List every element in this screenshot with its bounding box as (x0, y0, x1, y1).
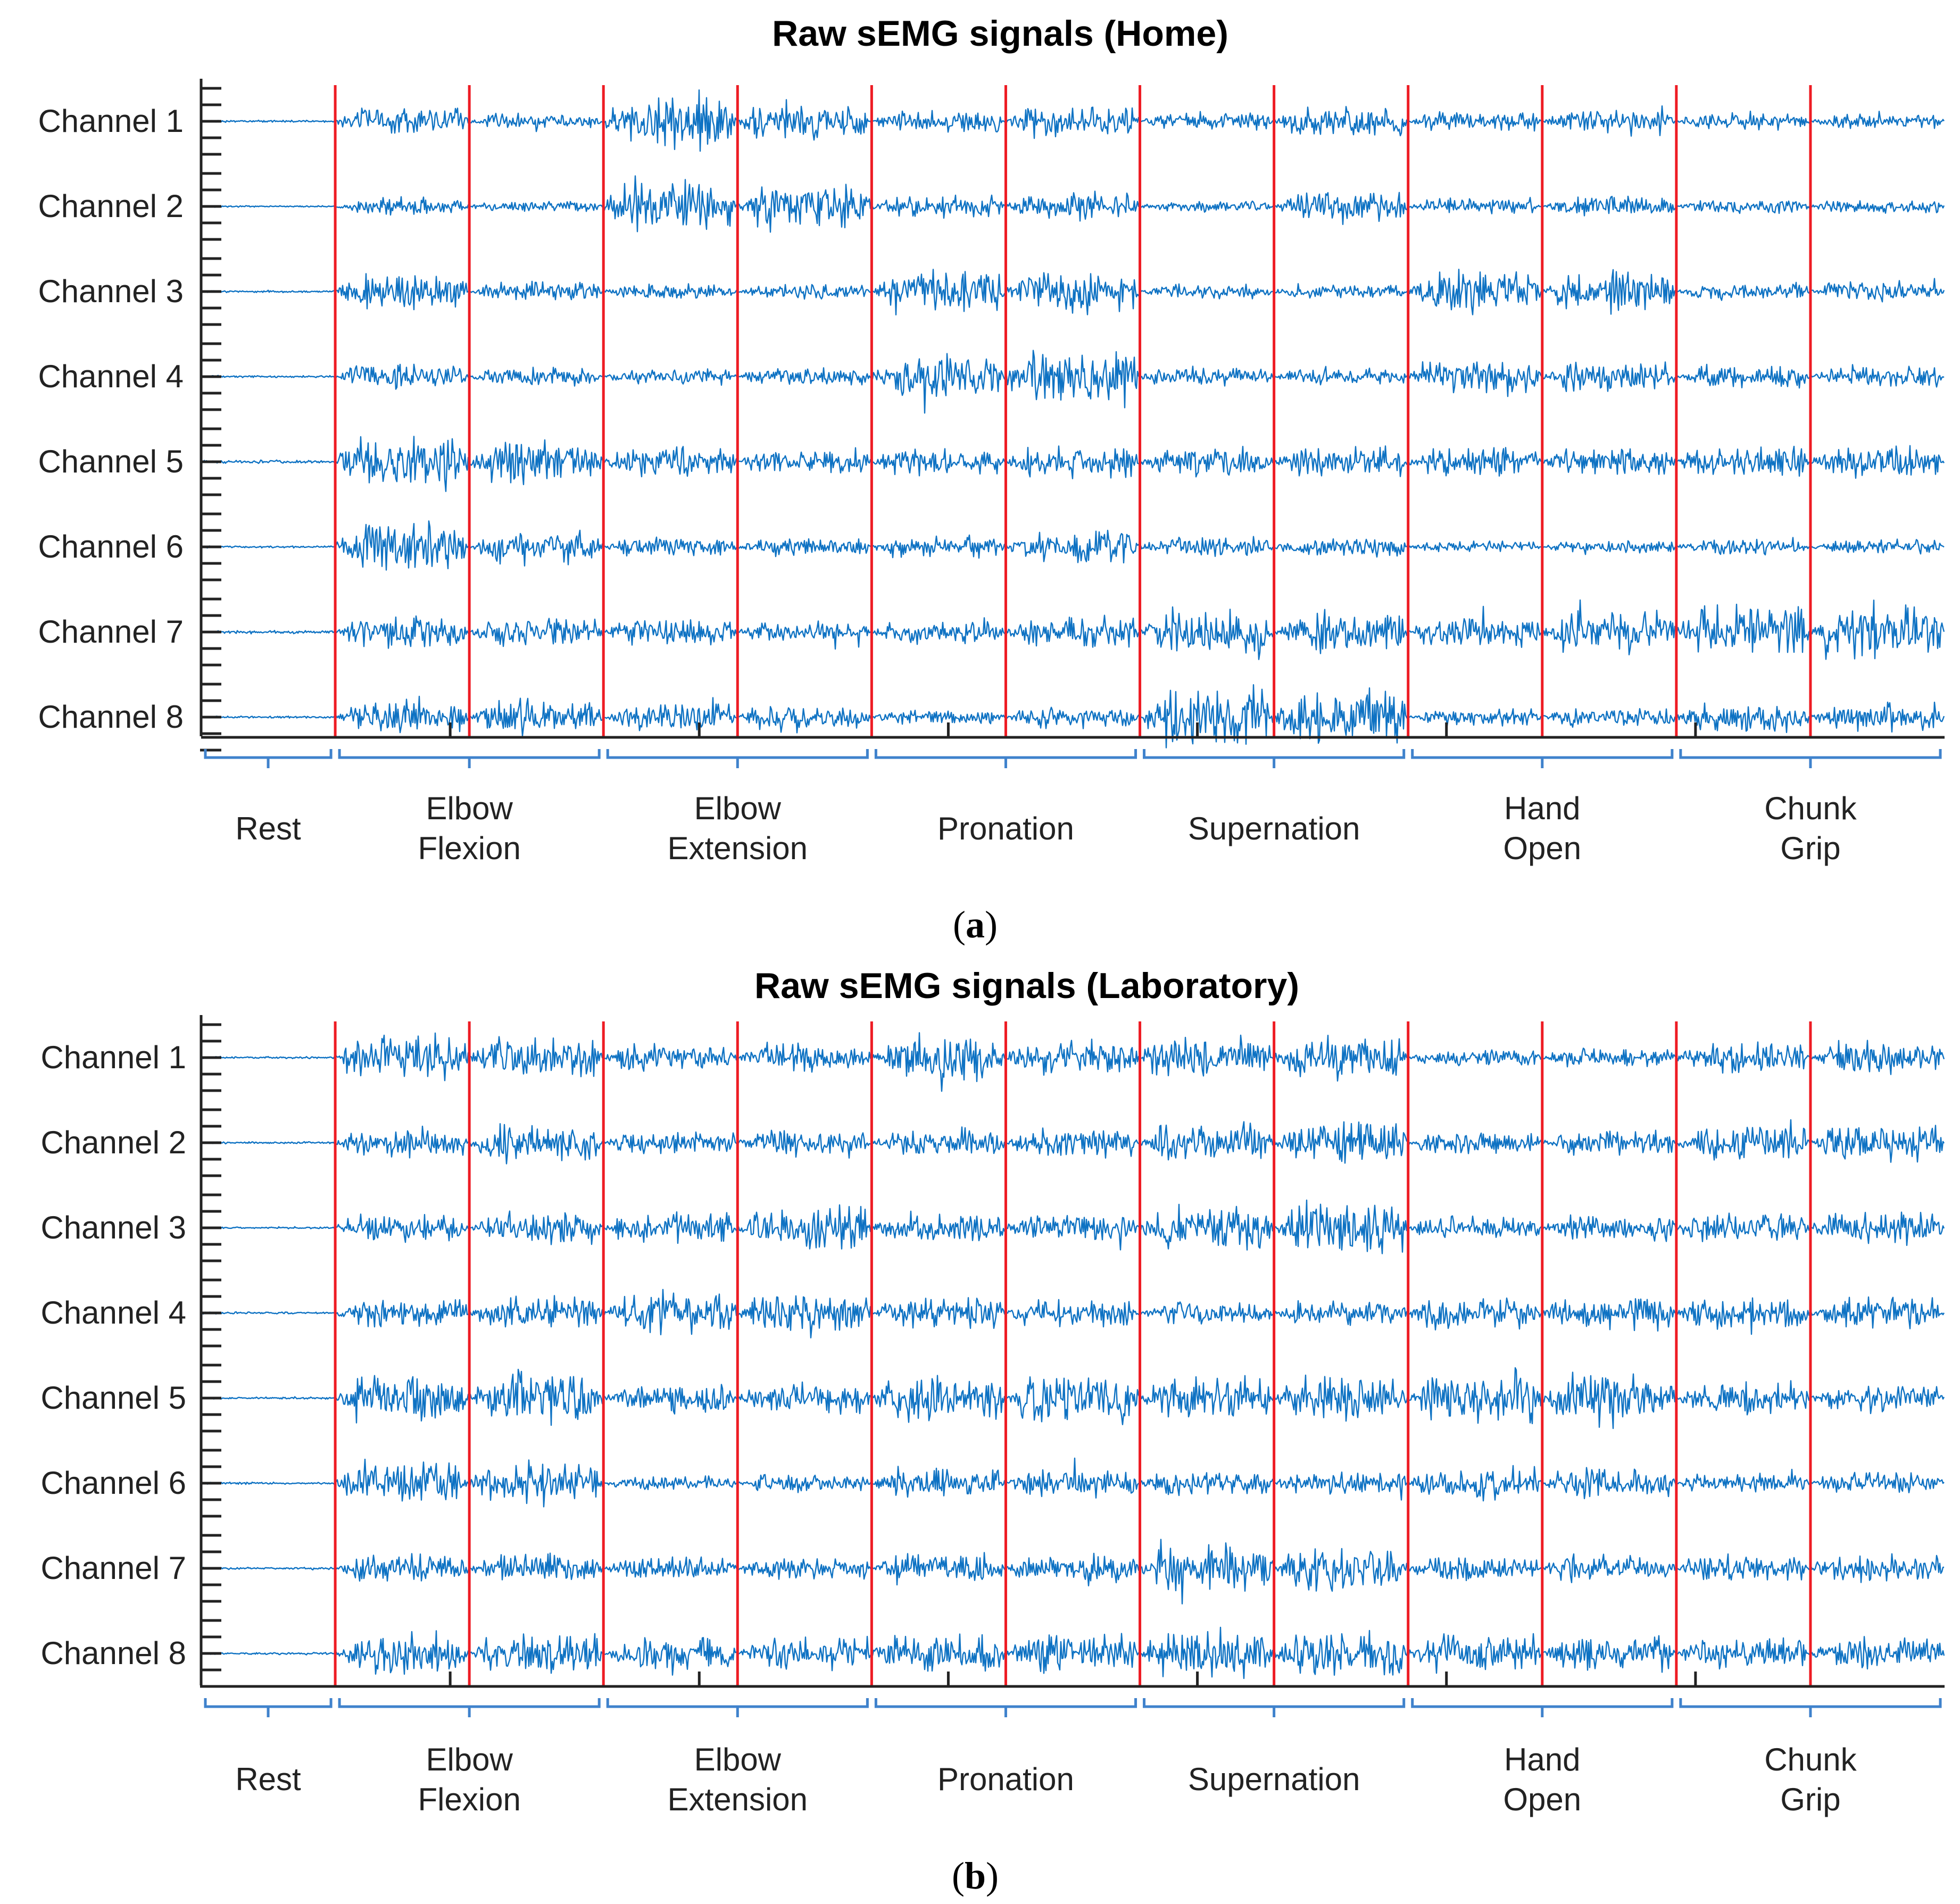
segment-label: Grip (1780, 1782, 1840, 1817)
segment-brace (204, 749, 333, 768)
channel-label: Channel 8 (40, 1635, 186, 1671)
segment-label: Supernation (1188, 811, 1360, 846)
segment-label: Elbow (426, 1742, 513, 1777)
segment-label: Open (1503, 1782, 1581, 1817)
segment-brace (606, 749, 869, 768)
signal-trace (202, 599, 1945, 660)
signal-trace (202, 269, 1945, 315)
segment-label: Rest (235, 811, 301, 846)
signal-trace (202, 436, 1945, 492)
segment-label: Flexion (418, 830, 520, 866)
segment-braces (204, 749, 1942, 768)
channel-label: Channel 1 (40, 1040, 186, 1075)
channel-label: Channel 5 (38, 444, 184, 479)
segment-labels: Rest Elbow Flexion Elbow Extension Pronation S… (235, 1742, 1857, 1817)
trial-dividers (334, 1021, 1812, 1685)
channel-label: Channel 3 (40, 1210, 186, 1245)
signal-trace (202, 1457, 1945, 1508)
channel-label: Channel 2 (38, 188, 184, 224)
channel-labels: Channel 1 Channel 2 Channel 3 Channel 4 Chan… (40, 1040, 186, 1671)
segment-label: Chunk (1764, 1742, 1857, 1777)
signal-trace (202, 175, 1945, 233)
signal-trace (202, 350, 1945, 414)
segment-labels: Rest Elbow Flexion Elbow Extension Pronation S… (235, 791, 1857, 866)
channel-label: Channel 7 (40, 1550, 186, 1586)
segment-label: Grip (1780, 830, 1840, 866)
channel-labels: Channel 1 Channel 2 Channel 3 Channel 4 Chan… (38, 103, 184, 735)
channel-label: Channel 8 (38, 699, 184, 735)
segment-label: Open (1503, 830, 1581, 866)
segment-brace (606, 1698, 869, 1717)
panel-caption: (b) (952, 1855, 999, 1897)
segment-label: Pronation (937, 811, 1074, 846)
channel-label: Channel 4 (38, 359, 184, 394)
signal-trace (202, 1032, 1945, 1092)
channel-label: Channel 6 (40, 1465, 186, 1501)
signal-traces (202, 89, 1945, 749)
segment-label: Hand (1504, 791, 1580, 826)
signal-trace (202, 520, 1945, 571)
segment-label: Extension (668, 1782, 808, 1817)
signal-trace (202, 1199, 1945, 1254)
segment-label: Elbow (694, 1742, 782, 1777)
segment-brace (1411, 749, 1674, 768)
channel-label: Channel 7 (38, 614, 184, 650)
segment-label: Flexion (418, 1782, 520, 1817)
signal-trace (202, 1119, 1945, 1165)
segment-brace (874, 749, 1137, 768)
signal-trace (202, 684, 1945, 749)
segment-brace (338, 1698, 601, 1717)
segment-brace (1679, 1698, 1942, 1717)
segment-label: Supernation (1188, 1761, 1360, 1797)
segment-label: Elbow (426, 791, 513, 826)
panel-caption: (a) (953, 903, 998, 946)
panel-laboratory: Raw sEMG signals (Laboratory) Channel 1C… (40, 966, 1945, 1897)
axes (200, 79, 1945, 752)
panel-home: Raw sEMG signals (Home) Channel 1Channel… (38, 13, 1945, 946)
channel-label: Channel 6 (38, 529, 184, 564)
signal-trace (202, 1367, 1945, 1429)
segment-label: Hand (1504, 1742, 1580, 1777)
signal-traces (201, 1032, 1945, 1679)
segment-brace (1143, 749, 1406, 768)
signal-trace (202, 1626, 1945, 1679)
segment-label: Extension (668, 830, 808, 866)
channel-label: Channel 5 (40, 1380, 186, 1416)
segment-label: Chunk (1764, 791, 1857, 826)
panel-title: Raw sEMG signals (Laboratory) (754, 966, 1299, 1006)
trial-dividers (334, 85, 1812, 736)
channel-label: Channel 1 (38, 103, 184, 139)
segment-brace (1679, 749, 1942, 768)
segment-brace (874, 1698, 1137, 1717)
segment-brace (1411, 1698, 1674, 1717)
signal-trace (201, 1288, 1945, 1338)
axes (200, 1015, 1945, 1688)
channel-label: Channel 2 (40, 1125, 186, 1160)
channel-label: Channel 4 (40, 1295, 186, 1331)
segment-label: Elbow (694, 791, 782, 826)
segment-label: Pronation (937, 1761, 1074, 1797)
panel-title: Raw sEMG signals (Home) (772, 13, 1228, 54)
segment-brace (1143, 1698, 1406, 1717)
signal-trace (201, 1539, 1945, 1604)
segment-label: Rest (235, 1761, 301, 1797)
channel-label: Channel 3 (38, 273, 184, 309)
segment-brace (338, 749, 601, 768)
signal-trace (202, 89, 1945, 152)
segment-brace (204, 1698, 333, 1717)
segment-braces (204, 1698, 1942, 1717)
